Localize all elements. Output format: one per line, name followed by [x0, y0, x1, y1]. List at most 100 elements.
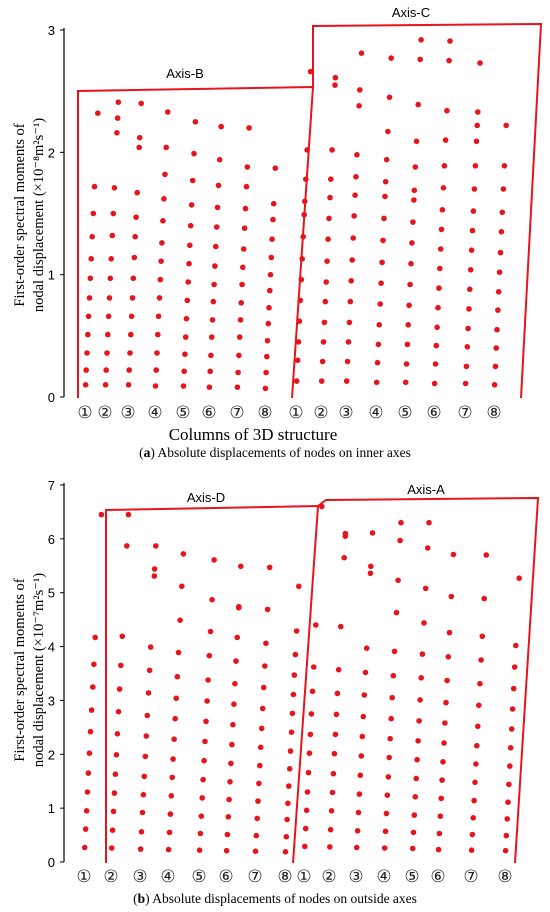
- data-point: [207, 628, 214, 635]
- x-axis-label: Columns of 3D structure: [169, 425, 338, 444]
- data-point: [378, 280, 384, 287]
- data-point: [507, 745, 514, 751]
- data-point: [503, 122, 510, 129]
- data-point: [266, 564, 273, 571]
- column-label: ⑧: [497, 867, 512, 887]
- data-point: [495, 307, 501, 313]
- data-point: [84, 350, 90, 356]
- data-point: [439, 777, 445, 783]
- data-point: [197, 830, 204, 837]
- data-point: [213, 224, 220, 230]
- data-point: [323, 279, 330, 285]
- column-label: ①: [288, 403, 303, 423]
- data-point: [471, 186, 478, 192]
- data-point: [138, 829, 145, 835]
- column-label: ⑥: [201, 403, 216, 423]
- data-point: [500, 186, 507, 192]
- y-tick-label: 3: [48, 23, 55, 38]
- data-point: [303, 176, 309, 182]
- data-point: [166, 829, 173, 836]
- data-point: [343, 378, 350, 384]
- data-point: [90, 684, 96, 690]
- data-point: [115, 99, 122, 105]
- data-point: [409, 845, 416, 852]
- data-point: [131, 254, 138, 261]
- data-point: [411, 197, 417, 203]
- data-point: [389, 694, 396, 701]
- data-point: [304, 147, 310, 153]
- data-point: [395, 577, 401, 584]
- data-point: [438, 795, 445, 802]
- y-tick-label: 5: [48, 586, 55, 601]
- data-point: [87, 275, 94, 282]
- data-point: [358, 50, 365, 56]
- data-point: [239, 281, 245, 288]
- data-point: [108, 845, 115, 851]
- data-point: [383, 156, 390, 163]
- data-point: [334, 690, 341, 697]
- data-point: [184, 297, 191, 304]
- data-point: [187, 242, 193, 249]
- data-point: [98, 511, 105, 518]
- data-point: [358, 753, 365, 759]
- data-point: [291, 672, 298, 678]
- data-point: [410, 219, 416, 225]
- data-point: [357, 772, 364, 779]
- data-point: [159, 240, 165, 246]
- data-point: [91, 183, 98, 190]
- data-point: [144, 712, 151, 719]
- data-point: [287, 748, 294, 754]
- data-point: [108, 255, 114, 262]
- column-label: ②: [313, 403, 328, 423]
- data-point: [270, 200, 277, 207]
- data-point: [252, 848, 259, 854]
- data-point: [367, 570, 374, 577]
- data-point: [106, 295, 113, 301]
- column-label: ④: [368, 403, 383, 423]
- data-point: [127, 350, 133, 356]
- data-point: [206, 652, 213, 659]
- data-point: [85, 331, 91, 338]
- data-point: [188, 202, 195, 208]
- data-point: [234, 384, 241, 391]
- data-point: [310, 664, 317, 670]
- data-point: [411, 187, 418, 194]
- data-point: [338, 623, 344, 630]
- data-point: [409, 240, 415, 246]
- column-label: ⑧: [257, 403, 272, 423]
- data-point: [499, 209, 506, 216]
- data-point: [214, 204, 221, 211]
- data-point: [313, 622, 319, 628]
- chart-panel-b: 0 1 2 3 4 5 6 7 First-order spectral moments of n…: [12, 478, 540, 906]
- data-point: [270, 216, 276, 223]
- data-point: [477, 60, 483, 66]
- data-point: [199, 795, 205, 801]
- data-point: [386, 94, 393, 101]
- data-point: [198, 813, 205, 819]
- data-point: [83, 367, 89, 373]
- data-point: [413, 138, 420, 145]
- data-point: [510, 685, 517, 692]
- data-point: [493, 345, 500, 351]
- data-point: [368, 563, 374, 570]
- data-point: [151, 566, 158, 572]
- data-point: [437, 265, 443, 272]
- data-point: [142, 753, 149, 760]
- data-point: [109, 827, 116, 833]
- data-point: [381, 845, 388, 851]
- data-point: [182, 351, 188, 358]
- data-point: [398, 519, 404, 526]
- data-point: [496, 269, 503, 276]
- data-point: [147, 644, 154, 650]
- data-point: [411, 812, 418, 818]
- data-point: [516, 575, 522, 581]
- data-point: [385, 774, 392, 780]
- data-point: [424, 545, 431, 551]
- data-point: [435, 846, 442, 853]
- data-point: [509, 706, 516, 712]
- data-point: [469, 227, 476, 234]
- data-point: [192, 119, 199, 125]
- data-point: [133, 214, 139, 220]
- data-point: [128, 313, 135, 320]
